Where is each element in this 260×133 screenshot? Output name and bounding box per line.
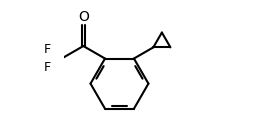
Text: F: F [43, 61, 50, 74]
Text: O: O [78, 10, 89, 24]
Text: F: F [43, 43, 50, 57]
